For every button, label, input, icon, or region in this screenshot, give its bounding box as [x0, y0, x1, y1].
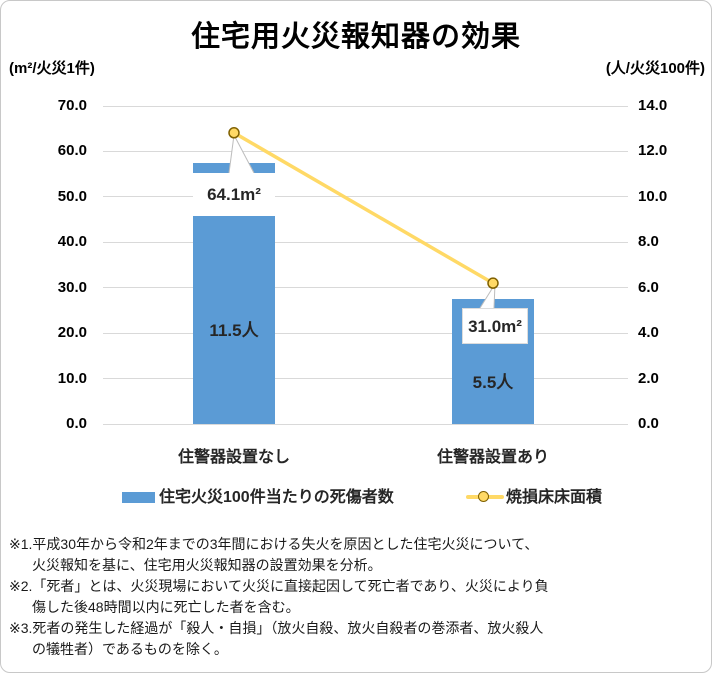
left-axis-tick: 10.0	[57, 369, 87, 387]
left-axis-tick: 50.0	[57, 187, 87, 205]
right-axis-tick: 10.0	[638, 187, 668, 205]
right-axis-tick: 4.0	[638, 324, 659, 342]
gridline	[103, 105, 628, 107]
left-axis-tick: 60.0	[57, 142, 87, 160]
right-axis-unit-label: (人/火災100件)	[605, 60, 705, 77]
category-label-with-alarm: 住警器設置あり	[436, 449, 549, 466]
gridline	[103, 287, 628, 289]
bar-data-label-0: 11.5人	[209, 321, 259, 340]
right-axis-tick: 14.0	[638, 97, 668, 114]
left-axis-tick: 40.0	[57, 233, 87, 251]
chart-title: 住宅用火災報知器の効果	[190, 21, 521, 53]
footnote-line-2: ※2.「死者」とは、火災現場において火災に直接起因して死亡者であり、火災により負	[9, 578, 549, 594]
footnote-line-4: ※3.死者の発生した経過が「殺人・自損」（放火自殺、放火自殺者の巻添者、放火殺人	[9, 620, 544, 636]
footnote-line-1: 火災報知を基に、住宅用火災報知器の設置効果を分析。	[32, 557, 382, 573]
legend-line-marker-icon	[478, 491, 489, 502]
left-axis-tick: 20.0	[57, 324, 87, 342]
footnote-line-5: の犠牲者）であるものを除く。	[32, 641, 228, 657]
left-axis-tick: 0.0	[66, 415, 87, 432]
gridline	[103, 332, 628, 334]
category-label-no-alarm: 住警器設置なし	[177, 449, 290, 466]
gridline	[103, 196, 628, 198]
right-axis-tick: 12.0	[638, 142, 668, 160]
gridline	[103, 423, 628, 425]
left-axis-unit-label: (m²/火災1件)	[9, 60, 95, 77]
right-axis-tick: 8.0	[638, 233, 659, 251]
gridline	[103, 150, 628, 152]
gridline	[103, 378, 628, 380]
footnotes: ※1.平成30年から令和2年までの3年間における失火を原因とした住宅火災について…	[9, 534, 549, 660]
left-axis-tick: 30.0	[57, 278, 87, 296]
line-marker-0	[228, 127, 240, 139]
legend-label-burned-area: 焼損床床面積	[506, 489, 603, 506]
line-data-label-0: 64.1m²	[193, 173, 275, 216]
left-axis-tick: 70.0	[57, 97, 87, 114]
bar-data-label-1: 5.5人	[472, 373, 514, 392]
right-axis-tick: 6.0	[638, 278, 659, 296]
footnote-line-3: 傷した後48時間以内に死亡した者を含む。	[32, 599, 300, 615]
legend-bar-swatch	[122, 492, 155, 503]
right-axis-tick: 0.0	[638, 415, 659, 432]
legend-label-casualties: 住宅火災100件当たりの死傷者数	[159, 489, 394, 506]
gridline	[103, 241, 628, 243]
right-axis-tick: 2.0	[638, 369, 659, 387]
line-data-label-1: 31.0m²	[462, 308, 528, 344]
footnote-line-0: ※1.平成30年から令和2年までの3年間における失火を原因とした住宅火災について…	[9, 536, 539, 552]
